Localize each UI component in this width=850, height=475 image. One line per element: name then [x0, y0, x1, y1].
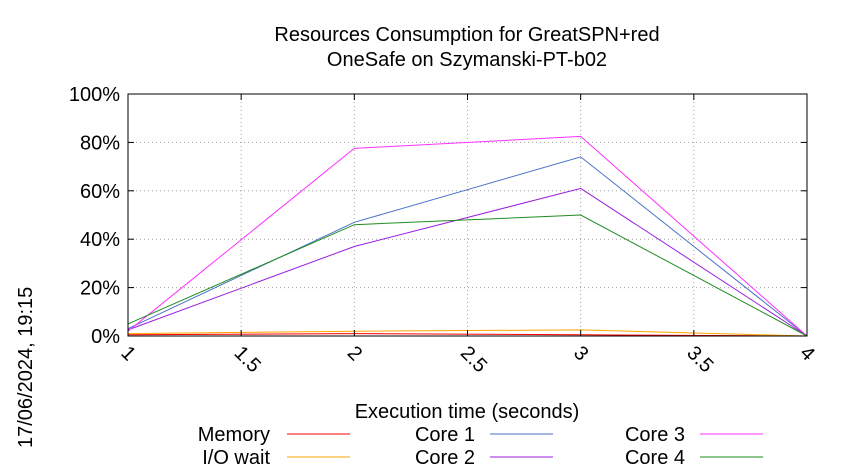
y-tick-label: 0% [91, 326, 120, 348]
series-line-3 [127, 187, 808, 337]
y-axis-ticks: 0% 20% 40% 60% 80% 100% [69, 84, 807, 348]
legend-label: Core 4 [625, 447, 685, 469]
x-tick-label: 1.5 [230, 342, 265, 377]
chart-subtitle: OneSafe on Szymanski-PT-b02 [327, 49, 607, 71]
legend-label: Memory [198, 424, 270, 446]
y-tick-label: 80% [80, 132, 120, 154]
x-axis-label: Execution time (seconds) [355, 401, 580, 423]
legend-label: Core 2 [415, 447, 475, 469]
legend-label: Core 3 [625, 424, 685, 446]
series-line-5 [127, 214, 808, 337]
x-tick-label: 4 [795, 342, 818, 365]
x-tick-label: 3.5 [682, 342, 717, 377]
x-tick-label: 2 [343, 342, 366, 365]
legend-label: I/O wait [202, 447, 270, 469]
series-line-2 [127, 156, 808, 337]
grid [128, 94, 807, 336]
chart-title: Resources Consumption for GreatSPN+red [274, 24, 659, 46]
series-line-4 [127, 135, 808, 337]
x-tick-label: 2.5 [456, 342, 491, 377]
x-tick-label: 3 [569, 342, 592, 365]
legend-label: Core 1 [415, 424, 475, 446]
y-tick-label: 100% [69, 84, 120, 106]
timestamp: 17/06/2024, 19:15 [15, 287, 37, 448]
y-tick-label: 60% [80, 181, 120, 203]
y-tick-label: 20% [80, 278, 120, 300]
y-tick-label: 40% [80, 229, 120, 251]
